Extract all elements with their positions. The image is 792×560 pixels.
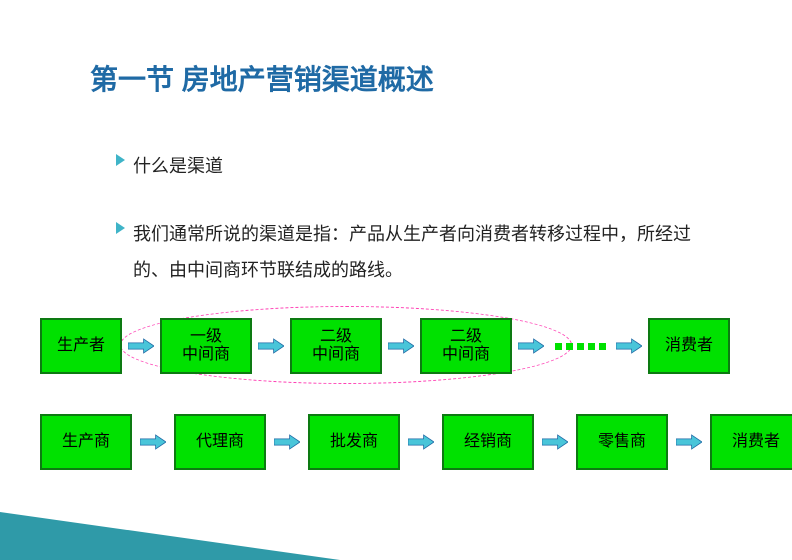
flow-arrow-icon (518, 335, 544, 357)
flow-node: 零售商 (576, 414, 668, 470)
flow-node: 二级 中间商 (290, 318, 382, 374)
flow-node: 经销商 (442, 414, 534, 470)
ellipsis-icon (550, 320, 610, 372)
flow-arrow-icon (274, 431, 300, 453)
bullet-arrow-icon (116, 222, 125, 234)
bullet-arrow-icon (116, 154, 125, 166)
bullet-1: 什么是渠道 (116, 148, 223, 184)
bullet-2: 我们通常所说的渠道是指：产品从生产者向消费者转移过程中，所经过的、由中间商环节联… (116, 216, 716, 288)
bullet-2-text: 我们通常所说的渠道是指：产品从生产者向消费者转移过程中，所经过的、由中间商环节联… (133, 216, 716, 288)
flow-node: 一级 中间商 (160, 318, 252, 374)
flow-node: 消费者 (648, 318, 730, 374)
page-title: 第一节 房地产营销渠道概述 (90, 58, 434, 98)
flow-arrow-icon (388, 335, 414, 357)
flow-node: 二级 中间商 (420, 318, 512, 374)
flow-arrow-icon (408, 431, 434, 453)
flow-node: 消费者 (710, 414, 792, 470)
flow-arrow-icon (542, 431, 568, 453)
flow-arrow-icon (676, 431, 702, 453)
flow-node: 代理商 (174, 414, 266, 470)
flow-node: 生产商 (40, 414, 132, 470)
flow-arrow-icon (616, 335, 642, 357)
flow-row-1: 生产者一级 中间商二级 中间商二级 中间商消费者 (40, 318, 730, 374)
flow-arrow-icon (140, 431, 166, 453)
bullet-1-text: 什么是渠道 (133, 148, 223, 184)
decor-triangle (0, 512, 340, 560)
flow-node: 批发商 (308, 414, 400, 470)
flow-arrow-icon (258, 335, 284, 357)
flow-row-2: 生产商代理商批发商经销商零售商消费者 (40, 414, 792, 470)
flow-arrow-icon (128, 335, 154, 357)
flow-node: 生产者 (40, 318, 122, 374)
